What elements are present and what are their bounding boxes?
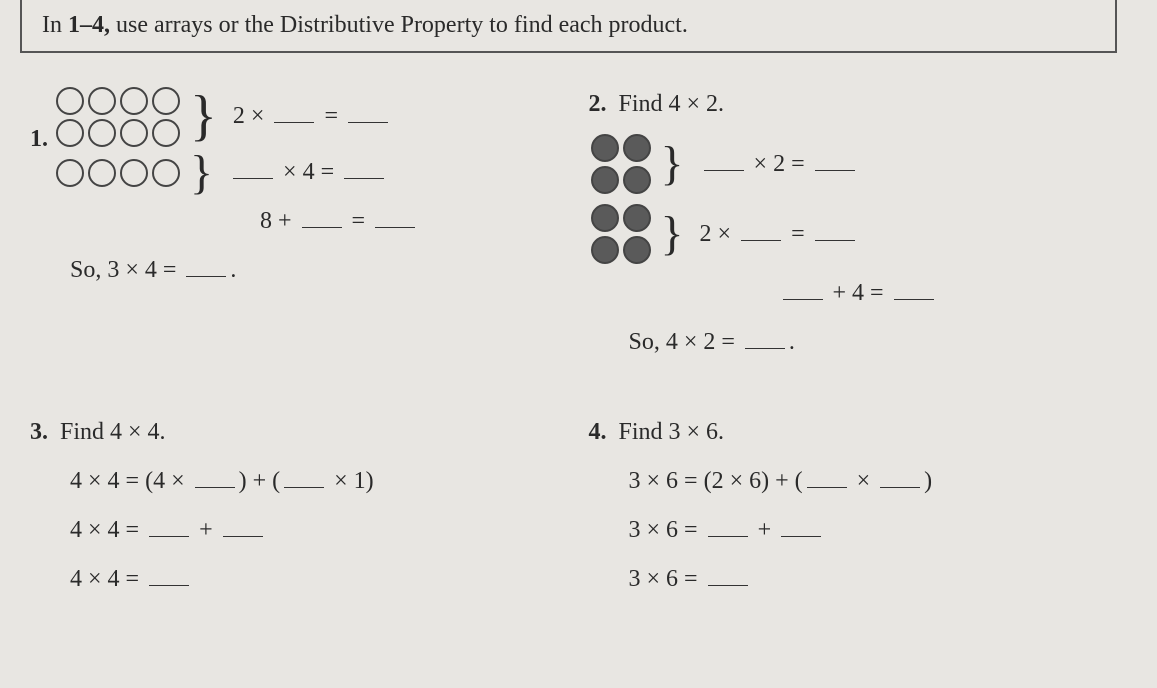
blank[interactable] xyxy=(894,276,934,300)
blank[interactable] xyxy=(149,513,189,537)
instruction-box: In 1–4, use arrays or the Distributive P… xyxy=(20,0,1117,53)
instruction-rest: use arrays or the Distributive Property … xyxy=(110,12,688,38)
dot xyxy=(152,87,180,115)
dot xyxy=(56,119,84,147)
blank[interactable] xyxy=(815,147,855,171)
problem-title: Find 4 × 2. xyxy=(619,91,725,117)
worksheet-page: In 1–4, use arrays or the Distributive P… xyxy=(0,0,1157,688)
blank[interactable] xyxy=(704,147,744,171)
p1-so: So, 3 × 4 = . xyxy=(70,249,569,292)
blank[interactable] xyxy=(302,204,342,228)
dot xyxy=(152,159,180,187)
problem-number: 3. xyxy=(30,419,48,445)
p2-line3: + 4 = xyxy=(779,272,1128,315)
p2-line2: 2 × = xyxy=(700,213,859,256)
dot xyxy=(591,166,619,194)
blank[interactable] xyxy=(284,464,324,488)
p4-line2: 3 × 6 = + xyxy=(629,509,1128,552)
p4-line3: 3 × 6 = xyxy=(629,558,1128,601)
problem-number: 4. xyxy=(589,419,607,445)
p2-so: So, 4 × 2 = . xyxy=(629,321,1128,364)
p2-array-1-row: } × 2 = xyxy=(589,132,1128,196)
brace-icon: } xyxy=(190,97,217,136)
blank[interactable] xyxy=(815,217,855,241)
blank[interactable] xyxy=(274,99,314,123)
dot xyxy=(120,119,148,147)
blank[interactable] xyxy=(807,464,847,488)
p2-line1: × 2 = xyxy=(700,143,859,186)
problem-3: 3. Find 4 × 4. 4 × 4 = (4 × ) + ( × 1) 4… xyxy=(30,411,569,608)
dot xyxy=(56,159,84,187)
problem-number: 1. xyxy=(30,118,48,161)
dot xyxy=(56,87,84,115)
blank[interactable] xyxy=(783,276,823,300)
dot xyxy=(623,134,651,162)
blank[interactable] xyxy=(880,464,920,488)
problem-1: 1. } 2 × = } xyxy=(30,83,569,371)
dot xyxy=(88,119,116,147)
p3-line3: 4 × 4 = xyxy=(70,558,569,601)
blank[interactable] xyxy=(375,204,415,228)
blank[interactable] xyxy=(223,513,263,537)
problems-grid: 1. } 2 × = } xyxy=(0,83,1157,607)
dot xyxy=(120,87,148,115)
p1-line3: 8 + = xyxy=(260,200,569,243)
p3-line2: 4 × 4 = + xyxy=(70,509,569,552)
dot xyxy=(623,236,651,264)
dot xyxy=(591,204,619,232)
blank[interactable] xyxy=(708,513,748,537)
instruction-prefix: In xyxy=(42,12,68,38)
problem-number: 2. xyxy=(589,91,607,117)
blank[interactable] xyxy=(741,217,781,241)
dot xyxy=(120,159,148,187)
brace-icon: } xyxy=(190,156,213,190)
brace-icon: } xyxy=(661,217,684,251)
blank[interactable] xyxy=(233,155,273,179)
blank[interactable] xyxy=(781,513,821,537)
p3-line1: 4 × 4 = (4 × ) + ( × 1) xyxy=(70,460,569,503)
p1-line2: × 4 = xyxy=(229,151,388,194)
array-p2a xyxy=(589,132,653,196)
dot xyxy=(623,166,651,194)
brace-icon: } xyxy=(661,147,684,181)
problem-1-arrays: } 2 × = } × 4 = xyxy=(54,85,392,194)
blank[interactable] xyxy=(186,253,226,277)
blank[interactable] xyxy=(745,325,785,349)
blank[interactable] xyxy=(708,562,748,586)
instruction-range: 1–4, xyxy=(68,12,110,38)
dot xyxy=(88,87,116,115)
dot xyxy=(623,204,651,232)
problem-title: Find 4 × 4. xyxy=(60,419,166,445)
dot xyxy=(152,119,180,147)
problem-4: 4. Find 3 × 6. 3 × 6 = (2 × 6) + ( × ) 3… xyxy=(589,411,1128,608)
p4-line1: 3 × 6 = (2 × 6) + ( × ) xyxy=(629,460,1128,503)
blank[interactable] xyxy=(344,155,384,179)
array-bottom xyxy=(54,157,182,189)
dot xyxy=(591,134,619,162)
blank[interactable] xyxy=(348,99,388,123)
blank[interactable] xyxy=(195,464,235,488)
problem-2: 2. Find 4 × 2. } × 2 = } 2 × = xyxy=(589,83,1128,371)
dot xyxy=(591,236,619,264)
p2-array-2-row: } 2 × = xyxy=(589,202,1128,266)
problem-title: Find 3 × 6. xyxy=(619,419,725,445)
array-p2b xyxy=(589,202,653,266)
array-top xyxy=(54,85,182,149)
blank[interactable] xyxy=(149,562,189,586)
dot xyxy=(88,159,116,187)
p1-line1: 2 × = xyxy=(233,95,392,138)
